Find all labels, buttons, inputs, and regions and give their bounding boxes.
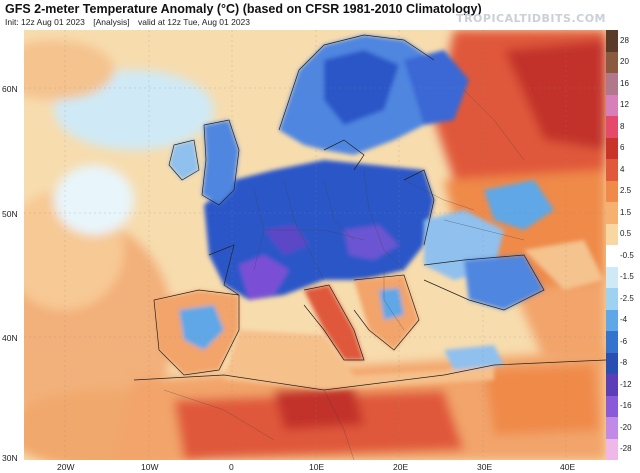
colorbar-label: -6: [620, 336, 628, 346]
lat-label-60n: 60N: [2, 84, 18, 94]
map-subtitle: Init: 12z Aug 01 2023 [Analysis] valid a…: [5, 17, 256, 27]
colorbar-segment: [606, 417, 618, 439]
colorbar: [606, 30, 618, 460]
lon-label-0: 0: [229, 462, 234, 472]
lon-label-40e: 40E: [560, 462, 576, 472]
colorbar-segment: [606, 223, 618, 245]
lat-label-40n: 40N: [2, 333, 18, 343]
colorbar-segment: [606, 395, 618, 417]
colorbar-segment: [606, 374, 618, 396]
eastern-europe-warm-field: [434, 30, 606, 360]
scandinavia-cold-field: [279, 35, 469, 155]
colorbar-segment: [606, 30, 618, 52]
colorbar-label: -28: [620, 444, 632, 454]
colorbar-segment: [606, 245, 618, 267]
colorbar-segment: [606, 94, 618, 116]
colorbar-label: 2.5: [620, 186, 632, 196]
colorbar-label: -12: [620, 379, 632, 389]
colorbar-segment: [606, 116, 618, 138]
colorbar-label: -1.5: [620, 272, 634, 282]
colorbar-label: 20: [620, 57, 629, 67]
valid-time: valid at 12z Tue, Aug 01 2023: [138, 17, 251, 27]
british-isles-field: [169, 120, 239, 205]
lon-label-20w: 20W: [57, 462, 75, 472]
colorbar-segment: [606, 73, 618, 95]
colorbar-label: -0.5: [620, 250, 634, 260]
colorbar-label: 8: [620, 121, 625, 131]
iberia-field: [154, 290, 239, 375]
colorbar-segment: [606, 309, 618, 331]
colorbar-label: 6: [620, 143, 625, 153]
colorbar-segment: [606, 137, 618, 159]
lon-label-30e: 30E: [477, 462, 493, 472]
mediterranean-field: [224, 330, 504, 390]
init-time: Init: 12z Aug 01 2023: [5, 17, 85, 27]
lon-label-20e: 20E: [393, 462, 409, 472]
lon-label-10w: 10W: [141, 462, 159, 472]
colorbar-segment: [606, 288, 618, 310]
country-borders: [163, 89, 525, 460]
colorbar-segment: [606, 180, 618, 202]
colorbar-label: -16: [620, 401, 632, 411]
lat-label-50n: 50N: [2, 209, 18, 219]
analysis-tag: [Analysis]: [93, 17, 130, 27]
colorbar-label: 28: [620, 35, 629, 45]
colorbar-segment: [606, 51, 618, 73]
colorbar-segment: [606, 438, 618, 460]
anomaly-map: [24, 30, 606, 460]
lat-label-30n: 30N: [2, 453, 18, 463]
colorbar-segment: [606, 331, 618, 353]
colorbar-label: -20: [620, 422, 632, 432]
map-canvas: [24, 30, 606, 460]
colorbar-label: 0.5: [620, 229, 632, 239]
colorbar-segment: [606, 352, 618, 374]
colorbar-segment: [606, 159, 618, 181]
graticule: [24, 30, 606, 460]
colorbar-label: -4: [620, 315, 628, 325]
colorbar-segment: [606, 266, 618, 288]
map-header: GFS 2-meter Temperature Anomaly (°C) (ba…: [0, 0, 640, 30]
coastlines: [133, 34, 606, 391]
italy-balkans-field: [304, 275, 419, 360]
map-title: GFS 2-meter Temperature Anomaly (°C) (ba…: [5, 2, 482, 16]
colorbar-label: 16: [620, 78, 629, 88]
colorbar-label: 1.5: [620, 207, 632, 217]
colorbar-label: 12: [620, 100, 629, 110]
colorbar-label: 4: [620, 164, 625, 174]
lon-label-10e: 10E: [309, 462, 325, 472]
brand-watermark: TROPICALTIDBITS.COM: [456, 12, 606, 25]
colorbar-segment: [606, 202, 618, 224]
colorbar-label: -2.5: [620, 293, 634, 303]
colorbar-label: -8: [620, 358, 628, 368]
